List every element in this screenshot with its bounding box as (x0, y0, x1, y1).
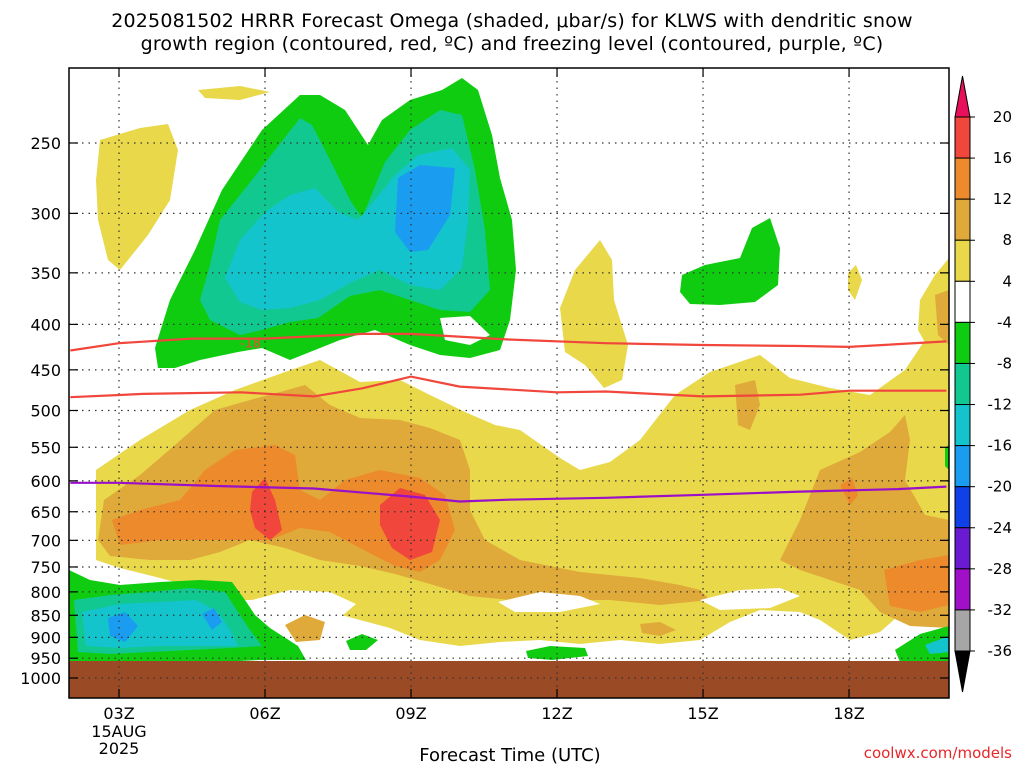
time-tick-label: 18Z (833, 704, 864, 723)
gridlines (69, 68, 949, 698)
shade-negative-16 (202, 608, 222, 630)
colorbar-label: -12 (988, 396, 1013, 414)
shade-neutral (252, 590, 356, 616)
pressure-tick-label: 550 (30, 438, 61, 457)
chart-title-line1: 2025081502 HRRR Forecast Omega (shaded, … (111, 10, 913, 32)
pressure-tick-label: 1000 (20, 669, 61, 688)
time-tick-label: 06Z (249, 704, 280, 723)
dgz-contour-line (70, 375, 947, 399)
colorbar-label: -28 (988, 560, 1013, 578)
colorbar-label: 12 (993, 190, 1012, 208)
colorbar-swatch (954, 239, 971, 282)
time-tick-label: 12Z (541, 704, 572, 723)
colorbar-label: -16 (988, 437, 1013, 455)
shade-negative-4 (945, 445, 949, 470)
shade-negative-4 (346, 634, 378, 650)
shade-negative-4 (680, 218, 780, 305)
shade-negative-8 (925, 636, 949, 654)
pressure-tick-label: 300 (30, 204, 61, 223)
shade-positive-16 (380, 488, 440, 560)
colorbar-label: 20 (993, 108, 1012, 126)
chart-title-line2: growth region (contoured, red, ºC) and f… (140, 33, 884, 55)
colorbar-label: -20 (988, 478, 1013, 496)
omega-shading (69, 78, 949, 698)
colorbar-overflow-bottom (954, 650, 971, 693)
colorbar: 20 16 12 8 4 -4 -8 -12 -16 -20 -24 -28 -32 -36 (954, 75, 1013, 693)
pressure-tick-label: 650 (30, 503, 61, 522)
shade-positive-4 (560, 240, 628, 388)
colorbar-overflow-top (954, 75, 971, 118)
shade-positive-8 (640, 622, 676, 636)
pressure-tick-label: 700 (30, 531, 61, 550)
colorbar-swatch (954, 609, 971, 652)
colorbar-swatch (954, 445, 971, 488)
ground-below-surface (69, 661, 949, 698)
colorbar-label: 4 (1002, 272, 1012, 290)
colorbar-swatch (954, 321, 971, 364)
plot-frame (68, 67, 950, 699)
time-tick-label: 09Z (395, 704, 426, 723)
dgz-contour-line (70, 332, 947, 352)
pressure-tick-label: 350 (30, 264, 61, 283)
colorbar-swatch (954, 527, 971, 570)
shade-positive-8 (285, 615, 325, 642)
time-tick-label: 03Z (103, 704, 134, 723)
dgz-contour-label: -18 (240, 336, 261, 351)
time-tick-label: 15Z (687, 704, 718, 723)
contour-lines: -18 (70, 332, 947, 503)
pressure-tick-label: 750 (30, 558, 61, 577)
pressure-tick-label: 800 (30, 583, 61, 602)
pressure-tick-label: 850 (30, 606, 61, 625)
colorbar-label: -24 (988, 519, 1013, 537)
colorbar-swatch (954, 362, 971, 406)
colorbar-label: -4 (997, 313, 1012, 331)
colorbar-swatch (954, 404, 971, 447)
shade-positive-8 (935, 290, 949, 345)
colorbar-label: 16 (993, 149, 1012, 167)
shade-positive-8 (735, 380, 760, 430)
colorbar-swatch (954, 486, 971, 529)
pressure-tick-label: 500 (30, 402, 61, 421)
x-axis-label: Forecast Time (UTC) (419, 745, 601, 766)
colorbar-label: -36 (988, 642, 1013, 660)
pressure-tick-labels: 250 300 350 400 450 500 550 600 650 700 750 800 850 9… (20, 134, 61, 688)
colorbar-swatch (954, 198, 971, 241)
colorbar-label: -32 (988, 601, 1013, 619)
shade-negative-16 (395, 165, 455, 252)
pressure-tick-label: 250 (30, 134, 61, 153)
colorbar-label: -8 (997, 354, 1012, 372)
shade-positive-4 (198, 86, 270, 100)
colorbar-label: 8 (1002, 231, 1012, 249)
shade-neutral (498, 592, 600, 612)
colorbar-swatch (954, 157, 971, 200)
colorbar-swatch (954, 116, 971, 159)
shade-positive-4 (848, 265, 862, 300)
shade-positive-16 (250, 478, 282, 540)
pressure-tick-label: 950 (30, 649, 61, 668)
date-label-year: 2025 (99, 739, 140, 758)
colorbar-swatch (954, 280, 971, 323)
shade-neutral (700, 588, 800, 610)
source-credit: coolwx.com/models (863, 744, 1012, 762)
date-label-day: 15AUG (91, 722, 146, 741)
pressure-tick-label: 450 (30, 361, 61, 380)
colorbar-swatch (954, 568, 971, 611)
shade-negative-16 (108, 612, 138, 642)
shade-positive-12 (884, 555, 949, 612)
pressure-tick-label: 400 (30, 315, 61, 334)
shade-positive-4 (96, 124, 178, 270)
freezing-level-line (70, 481, 947, 503)
pressure-tick-label: 600 (30, 472, 61, 491)
pressure-tick-label: 900 (30, 628, 61, 647)
